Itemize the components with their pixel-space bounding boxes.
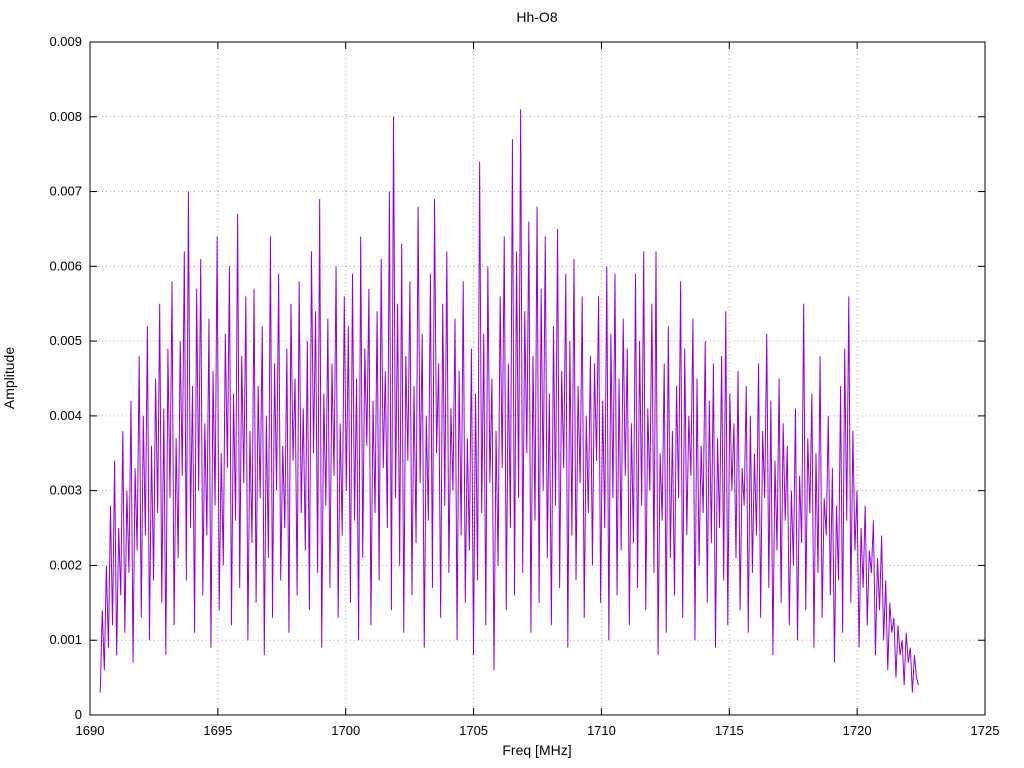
x-axis-label: Freq [MHz]	[502, 742, 571, 758]
x-tick-label: 1705	[459, 723, 488, 738]
tick-labels: 1690 1695 1700 1705 1710 1715 1720 1725 0 0.001 0.…	[49, 34, 999, 738]
y-tick-label: 0.009	[49, 34, 82, 49]
y-tick-label: 0	[75, 707, 82, 722]
x-tick-label: 1710	[587, 723, 616, 738]
y-tick-label: 0.008	[49, 109, 82, 124]
y-tick-label: 0.004	[49, 408, 82, 423]
chart-title: Hh-O8	[516, 9, 557, 25]
y-tick-label: 0.005	[49, 333, 82, 348]
y-tick-label: 0.001	[49, 632, 82, 647]
y-tick-label: 0.002	[49, 557, 82, 572]
x-tick-label: 1700	[331, 723, 360, 738]
y-tick-label: 0.007	[49, 184, 82, 199]
x-tick-label: 1725	[971, 723, 1000, 738]
plot-border	[89, 41, 986, 716]
spectrum-line	[99, 109, 919, 693]
x-tick-label: 1720	[843, 723, 872, 738]
y-axis-label: Amplitude	[1, 347, 17, 409]
x-tick-label: 1690	[76, 723, 105, 738]
y-tick-label: 0.003	[49, 483, 82, 498]
x-tick-label: 1695	[203, 723, 232, 738]
y-tick-label: 0.006	[49, 258, 82, 273]
x-tick-label: 1715	[715, 723, 744, 738]
grid-lines	[90, 42, 985, 715]
